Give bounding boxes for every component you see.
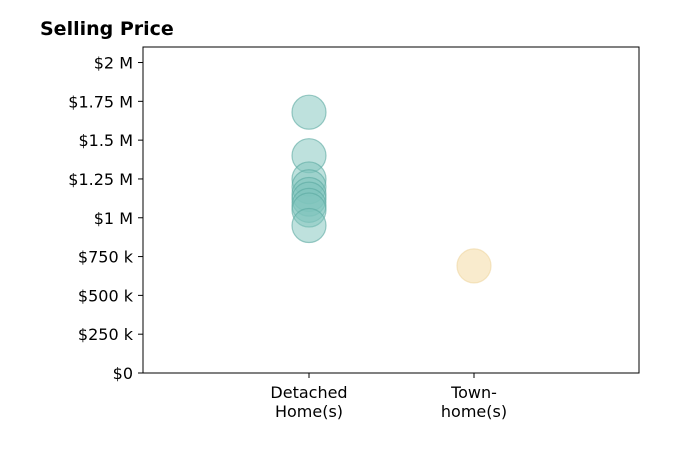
y-tick-label: $250 k — [78, 325, 134, 344]
y-tick-label: $1.25 M — [68, 170, 133, 189]
data-point — [291, 94, 327, 130]
y-tick-label: $1 M — [94, 209, 133, 228]
data-point — [456, 248, 492, 284]
plot-frame — [142, 46, 640, 374]
y-axis: $0 $250 k $500 k $750 k $1 M $1.25 M $1.5 M $1.… — [68, 54, 143, 383]
data-point — [291, 207, 327, 244]
x-tick-label: home(s) — [441, 402, 507, 421]
y-tick-label: $750 k — [78, 248, 134, 267]
y-tick-label: $500 k — [78, 286, 134, 305]
y-tick-label: $1.75 M — [68, 92, 133, 111]
chart-title: Selling Price — [40, 18, 174, 40]
points-layer — [291, 94, 492, 284]
x-tick-label: Town- — [450, 383, 497, 402]
y-tick-label: $2 M — [94, 54, 133, 73]
y-tick-label: $0 — [113, 364, 133, 383]
x-tick-label: Detached — [270, 383, 347, 402]
y-tick-label: $1.5 M — [78, 131, 133, 150]
x-tick-label: Home(s) — [275, 402, 343, 421]
